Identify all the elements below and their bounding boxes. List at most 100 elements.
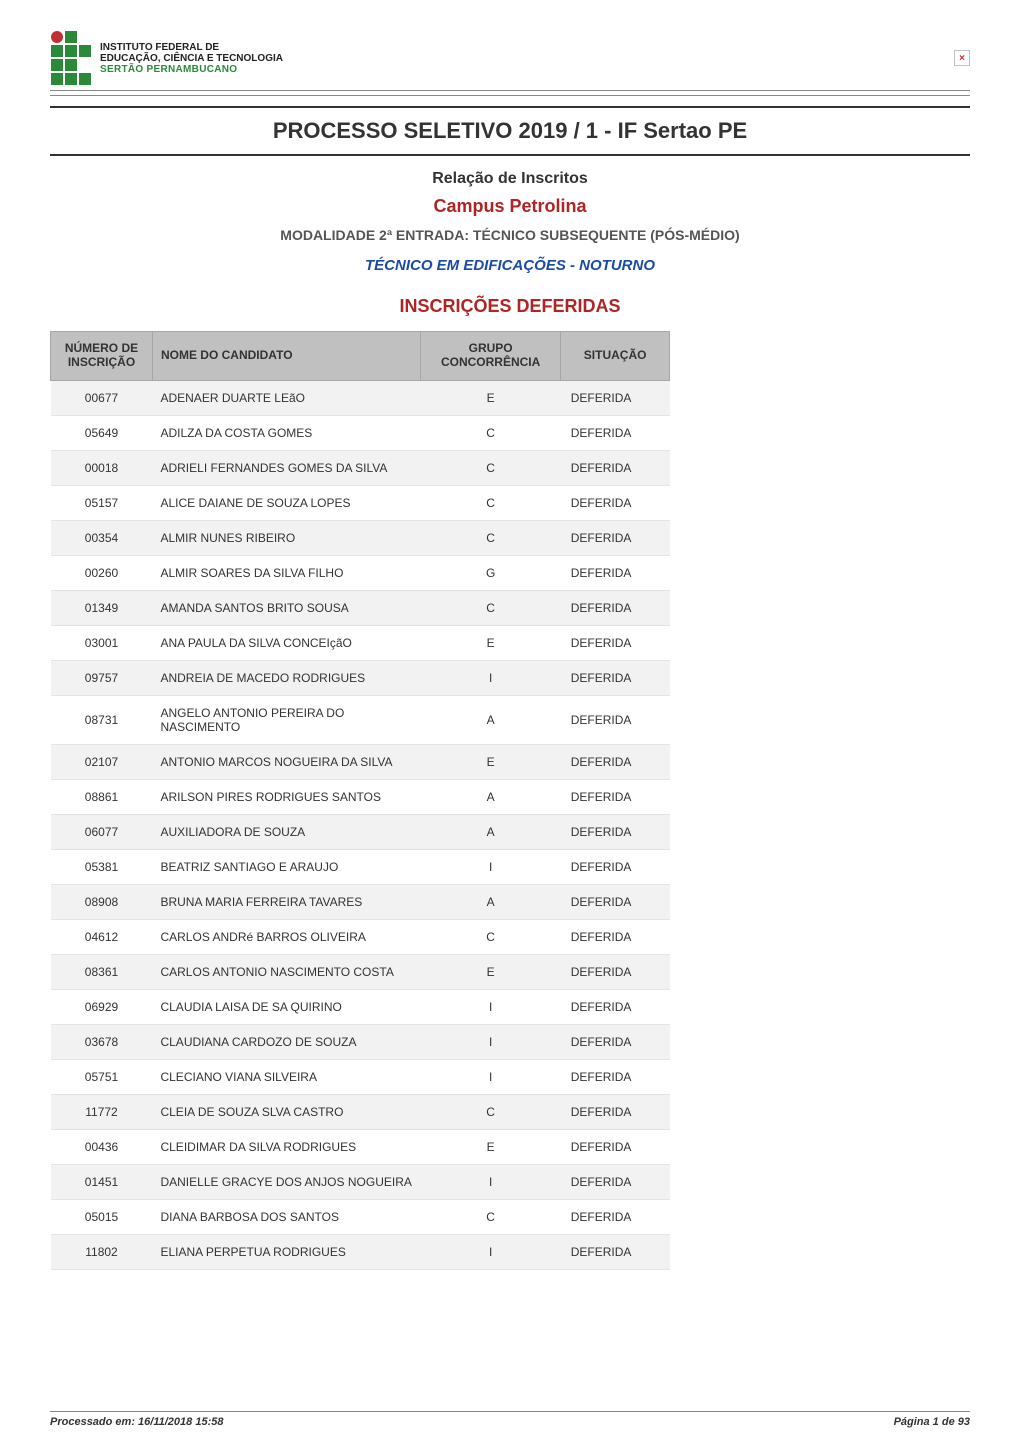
table-row: 11802ELIANA PERPETUA RODRIGUESIDEFERIDA	[51, 1234, 670, 1269]
cell-grupo: E	[421, 744, 561, 779]
institution-line-1: INSTITUTO FEDERAL DE	[100, 42, 283, 53]
footer-processed-at: Processado em: 16/11/2018 15:58	[50, 1416, 223, 1428]
col-header-situacao: SITUAÇÃO	[561, 332, 670, 381]
cell-nome: ANTONIO MARCOS NOGUEIRA DA SILVA	[152, 744, 420, 779]
cell-inscricao: 05381	[51, 849, 153, 884]
page-footer: Processado em: 16/11/2018 15:58 Página 1…	[50, 1411, 970, 1428]
cell-inscricao: 03001	[51, 625, 153, 660]
table-row: 04612CARLOS ANDRé BARROS OLIVEIRACDEFERI…	[51, 919, 670, 954]
page-header: INSTITUTO FEDERAL DE EDUCAÇÃO, CIÊNCIA E…	[50, 30, 970, 91]
cell-inscricao: 08361	[51, 954, 153, 989]
cell-nome: ALMIR NUNES RIBEIRO	[152, 520, 420, 555]
cell-inscricao: 05649	[51, 415, 153, 450]
cell-situacao: DEFERIDA	[561, 660, 670, 695]
cell-situacao: DEFERIDA	[561, 779, 670, 814]
cell-inscricao: 02107	[51, 744, 153, 779]
campus-heading: Campus Petrolina	[50, 196, 970, 217]
cell-inscricao: 00018	[51, 450, 153, 485]
cell-inscricao: 00436	[51, 1129, 153, 1164]
cell-grupo: I	[421, 849, 561, 884]
cell-grupo: C	[421, 450, 561, 485]
cell-situacao: DEFERIDA	[561, 380, 670, 415]
cell-nome: AUXILIADORA DE SOUZA	[152, 814, 420, 849]
cell-inscricao: 03678	[51, 1024, 153, 1059]
cell-inscricao: 01451	[51, 1164, 153, 1199]
cell-grupo: I	[421, 660, 561, 695]
cell-inscricao: 00354	[51, 520, 153, 555]
cell-situacao: DEFERIDA	[561, 1234, 670, 1269]
table-row: 03678CLAUDIANA CARDOZO DE SOUZAIDEFERIDA	[51, 1024, 670, 1059]
cell-grupo: I	[421, 989, 561, 1024]
cell-nome: ANGELO ANTONIO PEREIRA DO NASCIMENTO	[152, 695, 420, 744]
cell-situacao: DEFERIDA	[561, 1094, 670, 1129]
cell-grupo: A	[421, 884, 561, 919]
cell-nome: CARLOS ANTONIO NASCIMENTO COSTA	[152, 954, 420, 989]
table-row: 01451DANIELLE GRACYE DOS ANJOS NOGUEIRAI…	[51, 1164, 670, 1199]
table-row: 03001ANA PAULA DA SILVA CONCEIçãOEDEFERI…	[51, 625, 670, 660]
cell-grupo: A	[421, 814, 561, 849]
cell-nome: ANA PAULA DA SILVA CONCEIçãO	[152, 625, 420, 660]
table-row: 05157ALICE DAIANE DE SOUZA LOPESCDEFERID…	[51, 485, 670, 520]
col-header-grupo: GRUPO CONCORRÊNCIA	[421, 332, 561, 381]
course-heading: TÉCNICO EM EDIFICAÇÕES - NOTURNO	[50, 257, 970, 274]
cell-grupo: C	[421, 919, 561, 954]
cell-inscricao: 05015	[51, 1199, 153, 1234]
cell-nome: CLEIDIMAR DA SILVA RODRIGUES	[152, 1129, 420, 1164]
modality-heading: MODALIDADE 2ª ENTRADA: TÉCNICO SUBSEQUEN…	[50, 227, 970, 243]
cell-situacao: DEFERIDA	[561, 485, 670, 520]
cell-grupo: G	[421, 555, 561, 590]
table-row: 09757ANDREIA DE MACEDO RODRIGUESIDEFERID…	[51, 660, 670, 695]
cell-inscricao: 08908	[51, 884, 153, 919]
cell-nome: AMANDA SANTOS BRITO SOUSA	[152, 590, 420, 625]
cell-grupo: I	[421, 1234, 561, 1269]
cell-grupo: A	[421, 779, 561, 814]
cell-situacao: DEFERIDA	[561, 520, 670, 555]
table-row: 08361CARLOS ANTONIO NASCIMENTO COSTAEDEF…	[51, 954, 670, 989]
footer-page-number: Página 1 de 93	[894, 1416, 970, 1428]
cell-grupo: C	[421, 1199, 561, 1234]
table-row: 00018ADRIELI FERNANDES GOMES DA SILVACDE…	[51, 450, 670, 485]
cell-inscricao: 11772	[51, 1094, 153, 1129]
process-title: PROCESSO SELETIVO 2019 / 1 - IF Sertao P…	[50, 106, 970, 156]
table-body: 00677ADENAER DUARTE LEãOEDEFERIDA05649AD…	[51, 380, 670, 1269]
cell-inscricao: 05157	[51, 485, 153, 520]
cell-nome: ELIANA PERPETUA RODRIGUES	[152, 1234, 420, 1269]
cell-inscricao: 09757	[51, 660, 153, 695]
table-row: 05015DIANA BARBOSA DOS SANTOSCDEFERIDA	[51, 1199, 670, 1234]
cell-situacao: DEFERIDA	[561, 1129, 670, 1164]
cell-situacao: DEFERIDA	[561, 1164, 670, 1199]
cell-nome: ALICE DAIANE DE SOUZA LOPES	[152, 485, 420, 520]
cell-grupo: E	[421, 380, 561, 415]
cell-situacao: DEFERIDA	[561, 695, 670, 744]
section-heading: INSCRIÇÕES DEFERIDAS	[50, 296, 970, 317]
table-row: 02107ANTONIO MARCOS NOGUEIRA DA SILVAEDE…	[51, 744, 670, 779]
table-row: 00354ALMIR NUNES RIBEIROCDEFERIDA	[51, 520, 670, 555]
cell-nome: ADENAER DUARTE LEãO	[152, 380, 420, 415]
table-row: 06929CLAUDIA LAISA DE SA QUIRINOIDEFERID…	[51, 989, 670, 1024]
cell-situacao: DEFERIDA	[561, 814, 670, 849]
table-row: 08908BRUNA MARIA FERREIRA TAVARESADEFERI…	[51, 884, 670, 919]
candidates-table: NÚMERO DE INSCRIÇÃO NOME DO CANDIDATO GR…	[50, 331, 670, 1270]
cell-nome: CLAUDIANA CARDOZO DE SOUZA	[152, 1024, 420, 1059]
table-row: 05381BEATRIZ SANTIAGO E ARAUJOIDEFERIDA	[51, 849, 670, 884]
cell-grupo: E	[421, 625, 561, 660]
header-rule	[50, 95, 970, 96]
cell-situacao: DEFERIDA	[561, 1024, 670, 1059]
cell-grupo: I	[421, 1024, 561, 1059]
cell-nome: ADILZA DA COSTA GOMES	[152, 415, 420, 450]
relation-subtitle: Relação de Inscritos	[50, 170, 970, 188]
cell-situacao: DEFERIDA	[561, 590, 670, 625]
cell-inscricao: 08861	[51, 779, 153, 814]
col-header-nome: NOME DO CANDIDATO	[152, 332, 420, 381]
cell-situacao: DEFERIDA	[561, 625, 670, 660]
table-row: 06077AUXILIADORA DE SOUZAADEFERIDA	[51, 814, 670, 849]
cell-situacao: DEFERIDA	[561, 1199, 670, 1234]
table-row: 01349AMANDA SANTOS BRITO SOUSACDEFERIDA	[51, 590, 670, 625]
cell-inscricao: 05751	[51, 1059, 153, 1094]
cell-nome: BEATRIZ SANTIAGO E ARAUJO	[152, 849, 420, 884]
if-logo-icon	[50, 30, 92, 86]
cell-nome: ARILSON PIRES RODRIGUES SANTOS	[152, 779, 420, 814]
cell-grupo: E	[421, 954, 561, 989]
cell-nome: CLEIA DE SOUZA SLVA CASTRO	[152, 1094, 420, 1129]
cell-inscricao: 04612	[51, 919, 153, 954]
